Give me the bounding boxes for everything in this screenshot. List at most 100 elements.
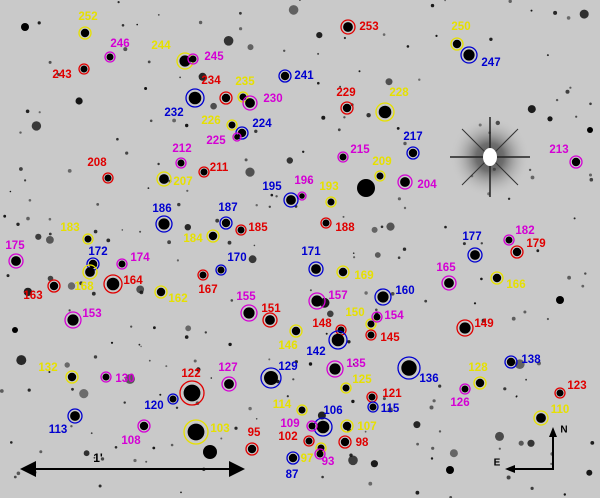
marker-label: 253 bbox=[359, 21, 378, 33]
field-star bbox=[446, 466, 454, 474]
field-star bbox=[430, 3, 435, 8]
field-star bbox=[255, 204, 258, 207]
marker-label: 115 bbox=[381, 403, 400, 415]
field-star bbox=[299, 0, 301, 1]
marker-circle bbox=[308, 261, 324, 277]
field-star bbox=[438, 384, 442, 388]
field-star bbox=[234, 426, 238, 430]
field-star bbox=[339, 85, 341, 88]
field-star bbox=[581, 284, 585, 288]
field-star bbox=[555, 98, 559, 102]
field-star bbox=[368, 481, 373, 486]
marker-circle bbox=[328, 330, 348, 350]
field-star bbox=[172, 118, 177, 123]
field-star bbox=[31, 121, 42, 131]
field-star bbox=[590, 441, 595, 445]
marked-star bbox=[305, 437, 313, 445]
marker-circle bbox=[198, 166, 210, 178]
marker-circle bbox=[450, 37, 464, 51]
marked-star bbox=[316, 420, 330, 434]
field-star bbox=[165, 365, 168, 368]
marked-star bbox=[492, 273, 502, 283]
marker-circle bbox=[104, 51, 116, 63]
compass-lines bbox=[511, 433, 554, 470]
star-marker: 196 bbox=[294, 175, 314, 201]
field-star bbox=[268, 205, 271, 208]
star-marker: 172 bbox=[86, 246, 108, 271]
star-marker: 208 bbox=[87, 157, 114, 184]
field-star bbox=[180, 491, 182, 494]
star-marker: 95 bbox=[245, 427, 261, 456]
star-marker: 183 bbox=[60, 222, 94, 245]
marked-star bbox=[338, 267, 348, 277]
marker-circle bbox=[183, 419, 209, 445]
star-marker: 149 bbox=[456, 318, 494, 337]
marker-label: 146 bbox=[278, 340, 297, 352]
star-marker: 146 bbox=[278, 324, 303, 352]
field-star bbox=[321, 115, 326, 120]
star-marker: 171 bbox=[301, 246, 324, 277]
field-star bbox=[507, 197, 511, 200]
marker-circle bbox=[65, 370, 79, 384]
marker-label: 179 bbox=[526, 238, 545, 250]
field-star bbox=[406, 45, 410, 48]
scale-bar: 1' bbox=[20, 451, 245, 477]
field-star bbox=[179, 76, 182, 79]
field-star bbox=[83, 450, 90, 457]
star-marker: 135 bbox=[326, 358, 366, 378]
star-marker: 122 bbox=[179, 368, 205, 406]
field-star bbox=[375, 308, 378, 312]
field-star bbox=[28, 199, 32, 202]
marker-label: 184 bbox=[183, 233, 203, 245]
marked-star bbox=[221, 93, 231, 103]
marker-circle bbox=[314, 448, 326, 460]
marker-label: 250 bbox=[451, 21, 470, 33]
field-star bbox=[382, 33, 386, 36]
field-star bbox=[268, 358, 271, 361]
field-star bbox=[33, 470, 37, 474]
marker-circle bbox=[156, 171, 172, 187]
marker-circle bbox=[116, 258, 128, 270]
marked-star bbox=[139, 421, 149, 431]
marker-label: 168 bbox=[74, 281, 94, 293]
field-star bbox=[418, 78, 421, 81]
field-star bbox=[430, 457, 434, 460]
marked-star bbox=[470, 250, 480, 260]
field-star bbox=[390, 292, 395, 296]
field-star bbox=[348, 455, 358, 466]
field-star bbox=[352, 363, 355, 365]
star-marker: 195 bbox=[262, 181, 299, 208]
field-star bbox=[449, 449, 458, 458]
field-star bbox=[382, 397, 386, 401]
star-marker: 225 bbox=[206, 132, 242, 147]
marker-label: 114 bbox=[273, 399, 292, 411]
marker-circle bbox=[262, 312, 278, 328]
marker-label: 172 bbox=[88, 246, 107, 258]
field-star bbox=[527, 105, 536, 114]
marked-star bbox=[340, 437, 350, 447]
field-star bbox=[556, 296, 564, 304]
marked-star bbox=[368, 393, 376, 401]
field-star bbox=[294, 360, 298, 364]
field-star bbox=[254, 129, 258, 133]
marker-label: 232 bbox=[164, 107, 183, 119]
star-marker: 185 bbox=[235, 222, 268, 236]
field-star bbox=[325, 332, 328, 335]
marked-star bbox=[80, 65, 88, 73]
field-star bbox=[185, 123, 189, 128]
field-star bbox=[309, 289, 312, 292]
field-star bbox=[204, 331, 207, 334]
marker-circle bbox=[338, 435, 352, 449]
marked-star bbox=[536, 413, 546, 423]
star-marker: 102 bbox=[278, 431, 315, 447]
star-marker: 215 bbox=[337, 144, 370, 163]
marker-circle bbox=[365, 329, 377, 341]
field-star bbox=[6, 274, 10, 278]
marker-circle bbox=[297, 191, 307, 201]
field-star bbox=[9, 190, 12, 193]
star-marker: 170 bbox=[215, 252, 247, 276]
marker-circle bbox=[336, 265, 350, 279]
marker-label: 167 bbox=[198, 284, 217, 296]
field-star bbox=[316, 31, 323, 39]
